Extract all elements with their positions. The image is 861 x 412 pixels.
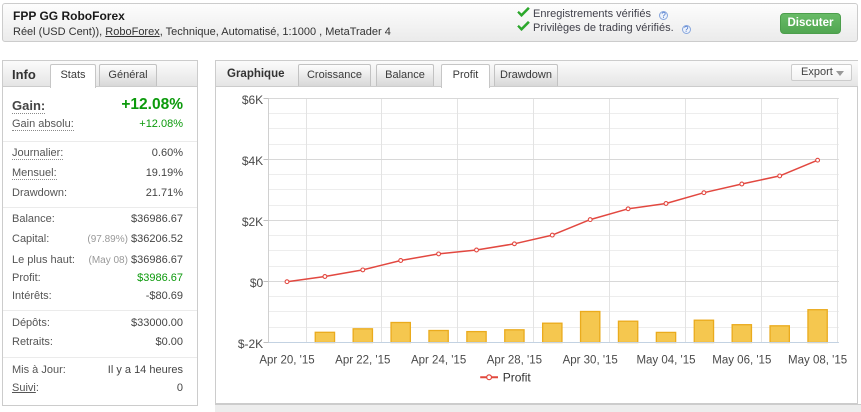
svg-text:Apr 22, '15: Apr 22, '15 <box>335 355 390 367</box>
svg-text:May 08, '15: May 08, '15 <box>788 355 847 367</box>
svg-text:Apr 20, '15: Apr 20, '15 <box>259 355 314 367</box>
svg-text:Profit: Profit <box>503 371 532 385</box>
svg-text:$0: $0 <box>250 276 264 290</box>
svg-text:May 06, '15: May 06, '15 <box>712 355 771 367</box>
svg-text:$6K: $6K <box>242 93 263 107</box>
svg-text:$4K: $4K <box>242 154 263 168</box>
svg-text:Apr 24, '15: Apr 24, '15 <box>411 355 466 367</box>
svg-text:$-2K: $-2K <box>238 337 263 351</box>
svg-text:Apr 28, '15: Apr 28, '15 <box>487 355 542 367</box>
svg-text:Apr 30, '15: Apr 30, '15 <box>563 355 618 367</box>
svg-text:$2K: $2K <box>242 215 263 229</box>
svg-text:May 04, '15: May 04, '15 <box>636 355 695 367</box>
